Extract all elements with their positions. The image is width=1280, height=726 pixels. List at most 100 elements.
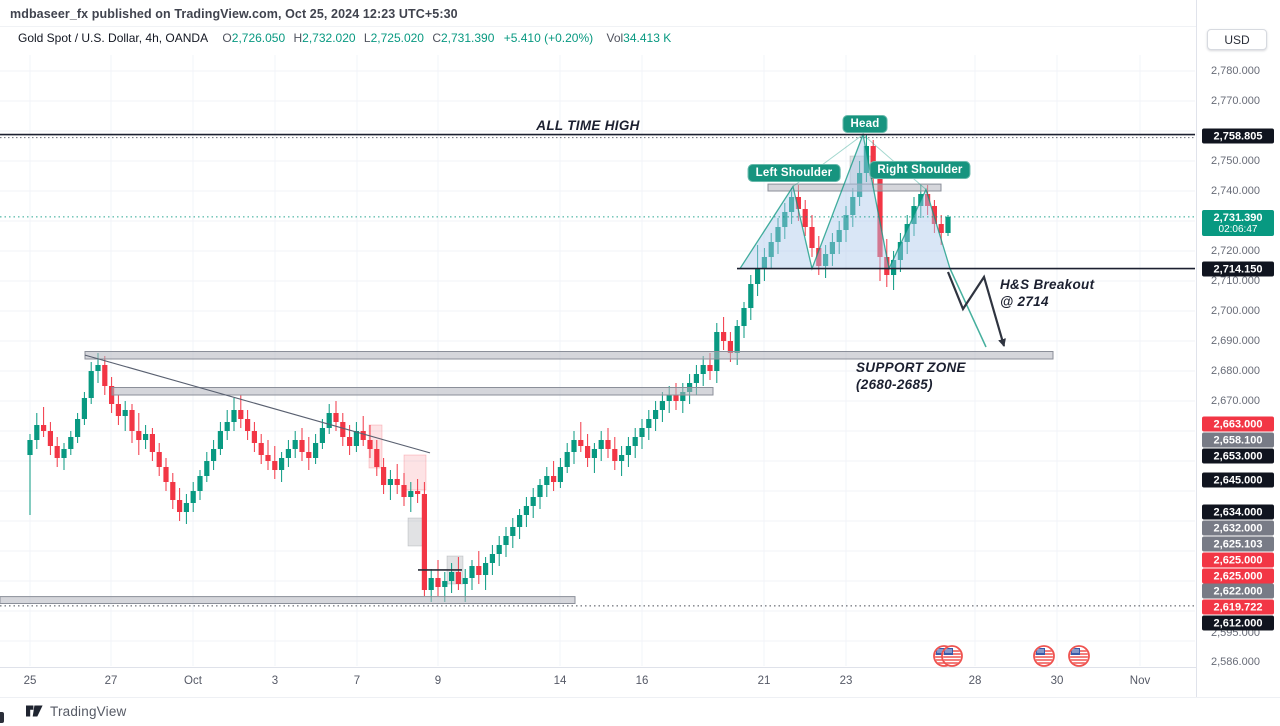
candle [748, 275, 754, 320]
price-level-badge: 2,714.150 [1202, 261, 1274, 277]
price-tick-label: 2,770.000 [1211, 95, 1260, 107]
candle [782, 203, 788, 239]
candle [381, 458, 387, 494]
price-tick-label: 2,750.000 [1211, 155, 1260, 167]
price-tick-label: 2,740.000 [1211, 185, 1260, 197]
price-tick-label: 2,586.000 [1211, 656, 1260, 668]
candle [884, 239, 890, 287]
candle [122, 401, 128, 431]
price-level-badge: 2,625.103 [1202, 536, 1274, 552]
low-value: 2,725.020 [370, 31, 424, 45]
candle [850, 188, 856, 227]
high-value: 2,732.020 [302, 31, 356, 45]
time-tick-label: 9 [434, 675, 442, 687]
us-flag-event-icon[interactable] [941, 645, 963, 667]
price-scale[interactable]: USD 2,780.000 2,770.000 2,750.000 2,740.000… [1196, 0, 1280, 697]
candle [904, 215, 910, 254]
candle [802, 200, 808, 236]
candle [245, 410, 251, 440]
right-shoulder-pattern-badge: Right Shoulder [869, 161, 971, 179]
candle [605, 428, 611, 458]
price-level-badge: 2,758.805 [1202, 128, 1274, 144]
candle [177, 488, 183, 521]
support-zone-label: SUPPORT ZONE (2680-2685) [856, 360, 966, 392]
time-tick-label: 16 [635, 675, 649, 687]
candle [136, 413, 142, 455]
descending-trendline[interactable] [84, 354, 431, 454]
open-label: O [222, 31, 232, 45]
breakout-zigzag-arrow [946, 271, 1006, 347]
candle [761, 248, 767, 281]
candle [279, 452, 285, 482]
candle [34, 413, 40, 449]
candle [265, 440, 271, 470]
candle [102, 356, 108, 395]
volume-value: 34.413 K [623, 31, 672, 45]
price-tick-label: 2,720.000 [1211, 245, 1260, 257]
candle [455, 557, 461, 590]
price-level-badge: 2,619.722 [1202, 599, 1274, 615]
candle [503, 527, 509, 557]
time-tick-label: 14 [553, 675, 567, 687]
candle [251, 422, 257, 452]
candle [61, 443, 67, 470]
price-tick-label: 2,680.000 [1211, 365, 1260, 377]
candle [510, 518, 516, 548]
symbol-legend[interactable]: Gold Spot / U.S. Dollar, 4h, OANDA O2,72… [18, 31, 671, 45]
candle [115, 395, 121, 425]
candle [224, 410, 230, 440]
levels-layer [0, 133, 1195, 607]
change-value: +5.410 (+0.20%) [503, 31, 594, 45]
tradingview-branding[interactable]: TradingView [26, 703, 127, 719]
candle [326, 404, 332, 434]
candle [659, 392, 665, 422]
price-level-badge: 2,663.000 [1202, 416, 1274, 432]
ghost-box [403, 454, 427, 491]
candle [41, 407, 47, 437]
candle [612, 437, 618, 470]
price-tick-label: 2,700.000 [1211, 305, 1260, 317]
candle [340, 413, 346, 446]
candle [700, 356, 706, 386]
price-level-badge: 2,622.000 [1202, 583, 1274, 599]
resistance-zone-2673 [111, 387, 714, 396]
bar-countdown: 02:06:47 [1218, 223, 1258, 235]
hs-breakout-label: H&S Breakout @ 2714 [1000, 277, 1095, 309]
candle [544, 467, 550, 497]
candle [285, 440, 291, 467]
candle [843, 206, 849, 242]
price-level-badge: 2,612.000 [1202, 615, 1274, 631]
candle [190, 482, 196, 512]
price-tick-label: 2,710.000 [1211, 275, 1260, 287]
us-flag-event-icon[interactable] [1033, 645, 1055, 667]
candle [387, 470, 393, 500]
time-tick-label: 25 [23, 675, 37, 687]
candle [401, 473, 407, 506]
candle [204, 452, 210, 482]
header-divider [0, 26, 1280, 27]
time-tick-label: 3 [271, 675, 279, 687]
close-label: C [432, 31, 441, 45]
time-scale[interactable]: 25 27 Oct 3 7 9 14 16 21 23 28 30 Nov [0, 667, 1196, 697]
time-tick-label: 23 [839, 675, 853, 687]
ghost-box [407, 517, 425, 547]
chart-plot-area[interactable] [0, 0, 1196, 697]
high-label: H [293, 31, 303, 45]
candle [537, 479, 543, 509]
candle [238, 395, 244, 428]
candle [408, 482, 414, 512]
candle [619, 446, 625, 476]
currency-toggle-button[interactable]: USD [1207, 29, 1267, 50]
us-flag-event-icon[interactable] [1068, 645, 1090, 667]
base-zone-2603 [0, 596, 576, 604]
candle [313, 434, 319, 464]
close-value: 2,731.390 [441, 31, 495, 45]
candle [129, 404, 135, 443]
candle [489, 545, 495, 575]
candle [653, 401, 659, 431]
candle [836, 221, 842, 254]
candle [54, 437, 60, 467]
price-tick-label: 2,670.000 [1211, 395, 1260, 407]
price-tick-label: 2,690.000 [1211, 335, 1260, 347]
